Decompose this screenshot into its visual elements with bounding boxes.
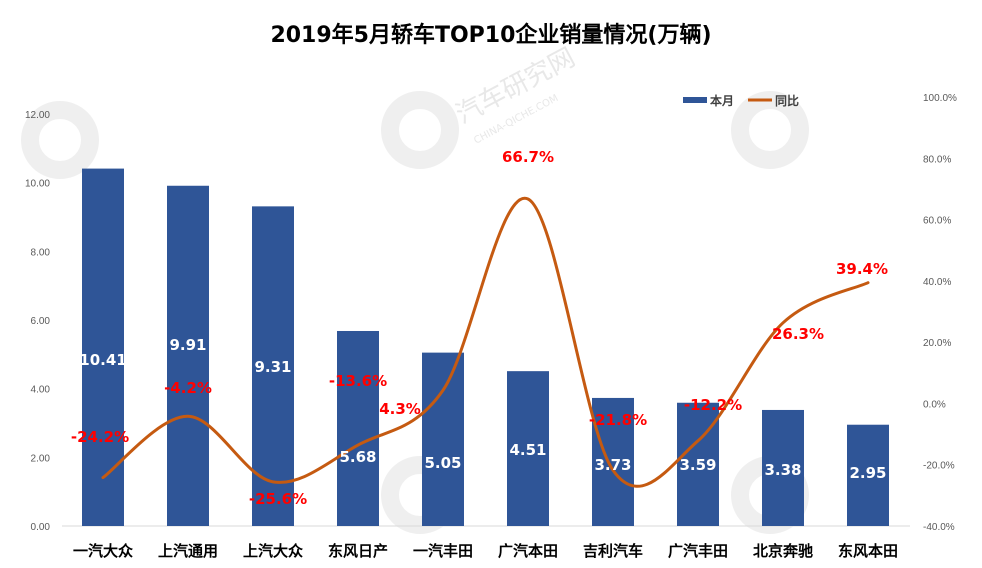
bar [252, 206, 294, 526]
line-data-label: 26.3% [772, 325, 824, 343]
bar-data-label: 3.59 [679, 456, 716, 474]
right-y-axis: -40.0% -20.0% 0.0% 20.0% 40.0% 60.0% 80.0% 100.… [923, 93, 957, 533]
right-axis-tick-label: 80.0% [923, 154, 951, 165]
line-series [101, 197, 870, 488]
left-axis-tick-label: 6.00 [31, 316, 51, 327]
watermark [21, 101, 99, 179]
right-axis-tick-label: 0.0% [923, 399, 946, 410]
category-label: 一汽丰田 [413, 542, 473, 560]
left-axis-tick-label: 10.00 [25, 179, 50, 190]
left-y-axis: 0.00 2.00 4.00 6.00 8.00 10.00 12.00 [25, 110, 50, 533]
bar [507, 371, 549, 526]
right-axis-tick-label: -40.0% [923, 522, 955, 533]
bar-data-label: 9.31 [254, 358, 291, 376]
legend-label-line: 同比 [775, 93, 799, 108]
watermark-logo-icon [381, 91, 459, 169]
left-axis-tick-label: 2.00 [31, 453, 51, 464]
bar-data-label: 10.41 [79, 351, 126, 369]
bar [167, 185, 209, 527]
bar-data-label: 3.38 [764, 461, 801, 479]
watermark [731, 91, 809, 169]
bar [847, 424, 889, 526]
right-axis-tick-label: -20.0% [923, 461, 955, 472]
bar [337, 330, 379, 526]
category-label: 北京奔驰 [753, 542, 813, 560]
bar-series [82, 168, 889, 527]
bar-data-label: 5.05 [424, 454, 461, 472]
line-path [101, 197, 870, 488]
bar [82, 168, 124, 526]
line-data-label: -25.6% [249, 490, 307, 508]
category-label: 广汽本田 [498, 542, 558, 560]
left-axis-tick-label: 12.00 [25, 110, 50, 121]
category-label: 东风日产 [328, 542, 388, 560]
line-data-label: -24.2% [71, 428, 129, 446]
bar [592, 397, 634, 526]
line-data-label: 4.3% [379, 400, 421, 418]
bar [422, 352, 464, 526]
bar-data-labels: 10.41 9.91 9.31 5.68 5.05 4.51 3.73 3.59 3.38 2.9… [79, 336, 886, 482]
chart-title: 2019年5月轿车TOP10企业销量情况(万辆) [270, 22, 711, 48]
left-axis-tick-label: 4.00 [31, 385, 51, 396]
bar-data-label: 5.68 [339, 448, 376, 466]
category-label: 广汽丰田 [668, 542, 728, 560]
legend-swatch-bar [683, 97, 707, 103]
left-axis-tick-label: 8.00 [31, 247, 51, 258]
right-axis-tick-label: 100.0% [923, 93, 957, 104]
category-labels: 一汽大众 上汽通用 上汽大众 东风日产 一汽丰田 广汽本田 吉利汽车 广汽丰田 北京奔驰 东风本田 [73, 542, 898, 560]
legend: 本月 同比 [683, 93, 799, 108]
bar-data-label: 2.95 [849, 464, 886, 482]
category-label: 吉利汽车 [583, 542, 643, 560]
category-label: 东风本田 [838, 542, 898, 560]
bar-data-label: 4.51 [509, 441, 546, 459]
line-data-labels: -24.2% -4.2% -25.6% -13.6% 4.3% 66.7% -21.8% -1… [71, 148, 888, 508]
category-label: 一汽大众 [73, 542, 133, 560]
line-data-label: -4.2% [164, 379, 212, 397]
category-label: 上汽大众 [243, 542, 303, 560]
line-data-label: 66.7% [502, 148, 554, 166]
legend-label-bar: 本月 [710, 93, 734, 108]
line-data-label: -13.6% [329, 372, 387, 390]
watermark-logo-icon [731, 91, 809, 169]
line-data-label: -12.2% [684, 396, 742, 414]
bar [762, 409, 804, 526]
category-label: 上汽通用 [158, 542, 218, 560]
right-axis-tick-label: 60.0% [923, 216, 951, 227]
watermark-logo-icon [21, 101, 99, 179]
left-axis-tick-label: 0.00 [31, 522, 51, 533]
right-axis-tick-label: 40.0% [923, 277, 951, 288]
line-data-label: -21.8% [589, 411, 647, 429]
bar-data-label: 9.91 [169, 336, 206, 354]
line-data-label: 39.4% [836, 260, 888, 278]
bar-data-label: 3.73 [594, 456, 631, 474]
right-axis-tick-label: 20.0% [923, 338, 951, 349]
